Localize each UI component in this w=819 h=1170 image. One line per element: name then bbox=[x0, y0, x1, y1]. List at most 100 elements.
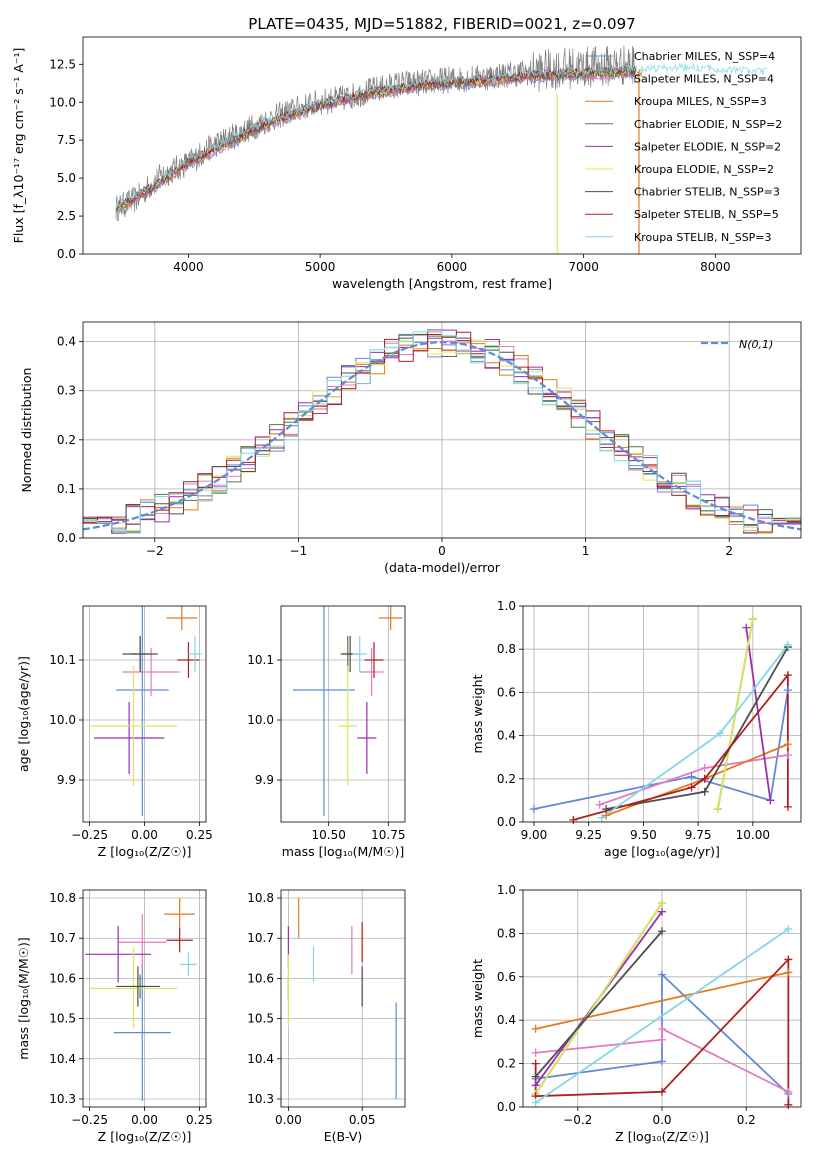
weight-marker bbox=[742, 623, 751, 632]
weight-series-1 bbox=[535, 1027, 789, 1093]
x-tick-label: 0.00 bbox=[131, 828, 158, 842]
x-tick-label: 10.75 bbox=[371, 828, 405, 842]
weight-marker bbox=[713, 805, 722, 814]
y-axis-label: mass weight bbox=[470, 674, 485, 753]
y-tick-label: 10.7 bbox=[49, 931, 76, 945]
x-tick-label: 6000 bbox=[437, 260, 468, 274]
x-tick-label: 0 bbox=[438, 544, 446, 558]
weight-marker bbox=[783, 640, 792, 649]
weight-marker bbox=[783, 751, 792, 760]
axes-frame bbox=[522, 605, 802, 823]
axes-frame bbox=[280, 605, 406, 823]
errorbar-point-2 bbox=[164, 898, 196, 931]
weight-marker bbox=[569, 815, 578, 824]
y-tick-label: 0.1 bbox=[57, 482, 76, 496]
weight-marker bbox=[658, 1087, 666, 1096]
x-axis-label: Z [log₁₀(Z/Z☉)] bbox=[98, 844, 192, 859]
x-tick-label: 9.75 bbox=[685, 828, 712, 842]
errorbar-point-2 bbox=[378, 606, 403, 630]
y-axis-label: Normed distribution bbox=[19, 368, 34, 493]
errorbar-point-6 bbox=[115, 966, 160, 1007]
legend-entry: Chabrier ELODIE, N_SSP=2 bbox=[634, 118, 782, 131]
residual-histogram-8 bbox=[83, 329, 801, 534]
errorbar-point-1 bbox=[122, 648, 180, 696]
y-tick-label: 7.5 bbox=[57, 133, 76, 147]
panel-mass-vs-Z: −0.25 0.00 0.25 10.3 10.4 10.5 10.6 10.7 10.8 Z [… bbox=[16, 889, 213, 1144]
x-tick-label: 2 bbox=[725, 544, 733, 558]
axes-frame bbox=[280, 889, 406, 1108]
y-axis-label: age [log₁₀(age/yr)] bbox=[16, 656, 31, 772]
weight-series-2 bbox=[535, 971, 789, 1030]
axes-frame bbox=[522, 889, 802, 1108]
panel-age-vs-mass: 10.50 10.75 9.9 10.0 10.1 mass [log₁₀(M/M☉)] bbox=[247, 605, 406, 859]
errorbar-point-0 bbox=[113, 964, 171, 1101]
x-tick-label: 0.00 bbox=[275, 1113, 302, 1127]
x-tick-label: 10.50 bbox=[312, 828, 346, 842]
weight-marker bbox=[658, 899, 666, 908]
errorbar-point-1 bbox=[118, 914, 167, 971]
plot-area-age-vs-Z bbox=[83, 606, 206, 822]
y-tick-label: 1.0 bbox=[497, 599, 516, 613]
weight-marker bbox=[748, 614, 757, 623]
weight-marker bbox=[700, 787, 709, 796]
weight-marker bbox=[658, 1035, 666, 1044]
y-tick-label: 10.5 bbox=[49, 1012, 76, 1026]
errorbar-point-8 bbox=[179, 952, 198, 977]
legend-entry: Kroupa MILES, N_SSP=3 bbox=[634, 95, 767, 108]
weight-marker bbox=[602, 805, 611, 814]
legend-entry: Kroupa STELIB, N_SSP=3 bbox=[634, 231, 772, 244]
legend-entry: Chabrier MILES, N_SSP=4 bbox=[634, 50, 775, 63]
plot-area-weight-vs-Z bbox=[523, 890, 801, 1107]
y-tick-label: 0.0 bbox=[57, 247, 76, 261]
weight-marker bbox=[716, 729, 725, 738]
x-tick-label: 0.25 bbox=[186, 828, 213, 842]
weight-marker bbox=[784, 1100, 793, 1109]
x-tick-label: 9.50 bbox=[630, 828, 657, 842]
y-axis-label: Flux [f_λ10⁻¹⁷ erg cm⁻² s⁻¹ A⁻¹] bbox=[11, 48, 26, 244]
weight-marker bbox=[531, 1059, 540, 1068]
y-tick-label: 10.0 bbox=[49, 713, 76, 727]
weight-marker bbox=[783, 671, 792, 680]
x-axis-label: Z [log₁₀(Z/Z☉)] bbox=[98, 1129, 192, 1144]
errorbar-point-7 bbox=[364, 642, 384, 678]
weight-marker bbox=[783, 686, 792, 695]
x-tick-label: 0.0 bbox=[652, 1113, 671, 1127]
weight-marker bbox=[658, 907, 666, 916]
y-tick-label: 10.3 bbox=[49, 1092, 76, 1106]
axes-frame bbox=[82, 321, 802, 539]
legend-entry: N(0,1) bbox=[739, 338, 773, 351]
weight-marker bbox=[595, 800, 604, 809]
y-tick-label: 10.6 bbox=[247, 971, 274, 985]
weight-series-8 bbox=[535, 928, 789, 1104]
x-axis-label: (data-model)/error bbox=[384, 560, 501, 575]
x-tick-label: 0.25 bbox=[186, 1113, 213, 1127]
plot-area-age-vs-mass bbox=[281, 606, 405, 822]
weight-marker bbox=[529, 805, 538, 814]
model-series-3 bbox=[115, 68, 636, 213]
x-axis-label: E(B-V) bbox=[324, 1129, 363, 1144]
y-tick-label: 1.0 bbox=[497, 883, 516, 897]
weight-marker bbox=[597, 813, 606, 822]
weight-marker bbox=[658, 1057, 666, 1066]
y-axis-label: mass [log₁₀(M/M☉)] bbox=[16, 937, 31, 1059]
y-axis-label: mass weight bbox=[470, 959, 485, 1038]
x-axis-label: mass [log₁₀(M/M☉)] bbox=[282, 844, 404, 859]
errorbar-point-2 bbox=[166, 606, 198, 630]
legend-entry: Kroupa ELODIE, N_SSP=2 bbox=[634, 163, 774, 176]
weight-marker bbox=[783, 802, 792, 811]
weight-marker bbox=[531, 1072, 540, 1081]
y-tick-label: 0.6 bbox=[497, 970, 516, 984]
chart-title: PLATE=0435, MJD=51882, FIBERID=0021, z=0… bbox=[248, 15, 635, 33]
y-tick-label: 10.4 bbox=[49, 1052, 76, 1066]
weight-series-5 bbox=[534, 902, 663, 1095]
errorbar-point-6 bbox=[122, 636, 158, 672]
y-tick-label: 0.2 bbox=[497, 1057, 516, 1071]
plot-area-mass-vs-ebv bbox=[281, 890, 405, 1107]
weight-marker bbox=[687, 772, 696, 781]
x-tick-label: 7000 bbox=[568, 260, 599, 274]
y-tick-label: 10.3 bbox=[247, 1092, 274, 1106]
weight-marker bbox=[784, 955, 793, 964]
panel-weight-vs-age: 9.00 9.25 9.50 9.75 10.00 0.0 0.2 0.4 0.6 0.8 1.0 a… bbox=[470, 599, 802, 859]
legend-entry: Salpeter STELIB, N_SSP=5 bbox=[634, 208, 779, 221]
